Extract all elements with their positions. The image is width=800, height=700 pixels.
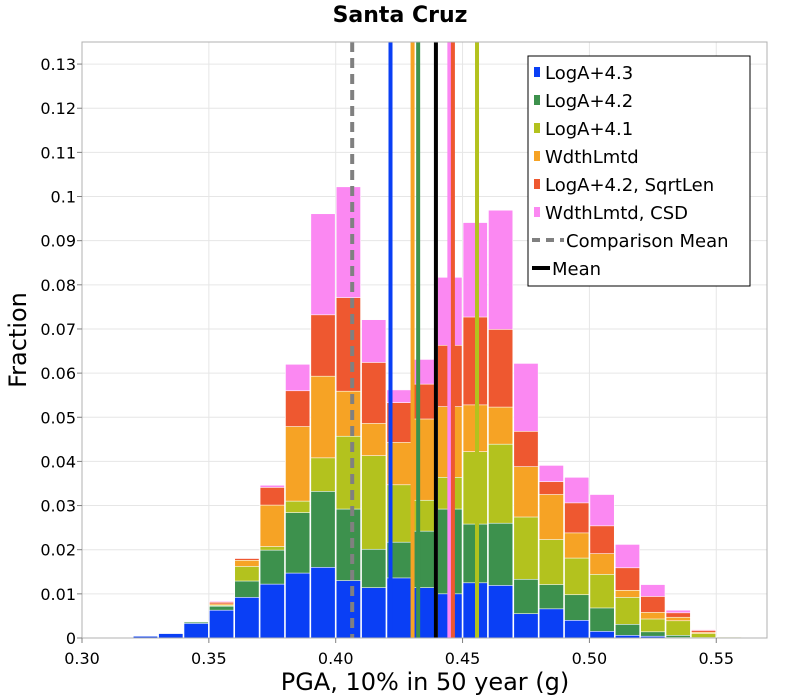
y-tick-label: 0.01 xyxy=(40,585,76,604)
legend-label-loga-4-3: LogA+4.3 xyxy=(545,63,633,84)
legend-label-loga-4-1: LogA+4.1 xyxy=(545,119,633,140)
y-tick-label: 0.07 xyxy=(40,320,76,339)
legend-swatch-wdthlmtd xyxy=(534,151,540,161)
legend-box xyxy=(527,55,751,287)
plot-area-frame xyxy=(81,41,768,639)
bar-loga-4-3 xyxy=(335,580,361,639)
y-tick-label: 0.08 xyxy=(40,276,76,295)
y-tick-label: 0.11 xyxy=(40,143,76,162)
x-tick-label: 0.35 xyxy=(191,649,227,668)
x-axis-ticks: 0.30 0.35 0.40 0.45 0.50 0.55 xyxy=(64,638,734,668)
legend-swatch-loga-4-3 xyxy=(534,67,540,77)
y-axis-ticks: 0 0.01 0.02 0.03 0.04 0.05 0.06 0.07 0.08 0.09 0.1… xyxy=(40,55,82,648)
legend-label-comparison-mean: Comparison Mean xyxy=(566,231,729,252)
x-axis-label: PGA, 10% in 50 year (g) xyxy=(281,668,570,696)
x-tick-label: 0.50 xyxy=(572,649,608,668)
bar-loga-4-3 xyxy=(310,567,336,639)
legend-label-wdthlmtd: WdthLmtd xyxy=(545,147,639,168)
bar-loga-4-3 xyxy=(412,587,437,639)
legend-label-mean: Mean xyxy=(552,259,601,280)
bar-loga-4-3 xyxy=(285,572,311,639)
bar-loga-4-3 xyxy=(259,583,285,639)
x-tick-label: 0.45 xyxy=(445,649,481,668)
legend-label-loga-4-2: LogA+4.2 xyxy=(545,91,633,112)
legend-swatch-loga-4-2 xyxy=(534,95,540,105)
bar-loga-4-3 xyxy=(361,587,387,639)
y-tick-label: 0.03 xyxy=(40,497,76,516)
y-tick-label: 0.06 xyxy=(40,364,76,383)
x-tick-label: 0.40 xyxy=(318,649,354,668)
x-tick-label: 0.55 xyxy=(698,649,734,668)
legend-label-wdthlmtd-csd: WdthLmtd, CSD xyxy=(545,203,688,224)
bar-loga-4-3 xyxy=(589,631,615,639)
y-tick-label: 0.1 xyxy=(51,188,76,207)
y-tick-label: 0.05 xyxy=(40,408,76,427)
y-axis-label: Fraction xyxy=(4,292,32,388)
y-tick-label: 0 xyxy=(66,629,76,648)
legend-label-loga-4-2-sqrtlen: LogA+4.2, SqrtLen xyxy=(545,175,714,196)
bar-loga-4-3 xyxy=(564,620,590,639)
bar-loga-4-3 xyxy=(488,585,514,639)
chart-legend: LogA+4.3 LogA+4.2 LogA+4.1 WdthLmtd LogA+4.2… xyxy=(527,55,751,287)
legend-swatch-wdthlmtd-csd xyxy=(534,207,540,217)
y-tick-label: 0.02 xyxy=(40,541,76,560)
bar-loga-4-3 xyxy=(158,633,184,639)
y-tick-label: 0.13 xyxy=(40,55,76,74)
y-tick-label: 0.12 xyxy=(40,99,76,118)
bar-loga-4-3 xyxy=(209,609,235,639)
chart-title: Santa Cruz xyxy=(333,3,468,28)
y-tick-label: 0.04 xyxy=(40,452,76,471)
bar-loga-4-3 xyxy=(234,597,260,639)
mean-lines xyxy=(350,42,480,638)
y-tick-label: 0.09 xyxy=(40,232,76,251)
bar-loga-4-3 xyxy=(513,613,539,639)
legend-swatch-loga-4-2-sqrtlen xyxy=(534,179,540,189)
legend-swatch-loga-4-1 xyxy=(534,123,540,133)
bar-loga-4-3 xyxy=(538,608,564,639)
x-tick-label: 0.30 xyxy=(64,649,100,668)
bar-loga-4-3 xyxy=(183,623,209,639)
